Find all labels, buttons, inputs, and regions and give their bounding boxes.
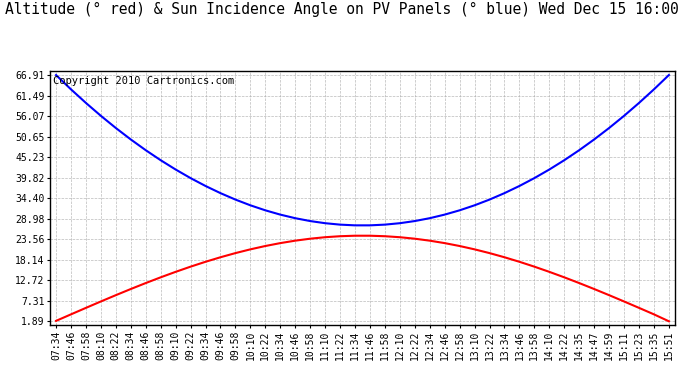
Text: Sun Altitude (° red) & Sun Incidence Angle on PV Panels (° blue) Wed Dec 15 16:0: Sun Altitude (° red) & Sun Incidence Ang… [0,2,679,17]
Text: Copyright 2010 Cartronics.com: Copyright 2010 Cartronics.com [53,76,235,86]
